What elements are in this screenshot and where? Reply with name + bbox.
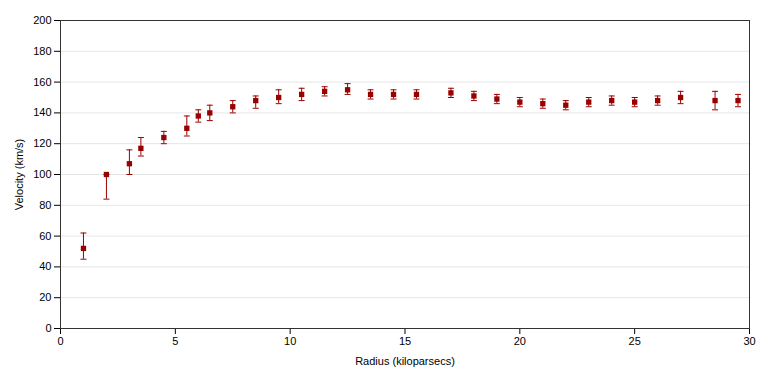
svg-text:60: 60 — [39, 230, 51, 242]
svg-text:Velocity (km/s): Velocity (km/s) — [13, 139, 25, 211]
svg-text:10: 10 — [284, 335, 296, 347]
svg-text:80: 80 — [39, 199, 51, 211]
svg-text:180: 180 — [33, 45, 51, 57]
svg-text:20: 20 — [514, 335, 526, 347]
svg-text:100: 100 — [33, 168, 51, 180]
svg-text:0: 0 — [45, 322, 51, 334]
svg-text:20: 20 — [39, 291, 51, 303]
svg-text:5: 5 — [172, 335, 178, 347]
svg-text:Radius (kiloparsecs): Radius (kiloparsecs) — [355, 355, 455, 367]
svg-text:160: 160 — [33, 76, 51, 88]
svg-text:0: 0 — [57, 335, 63, 347]
svg-text:25: 25 — [629, 335, 641, 347]
svg-text:30: 30 — [743, 335, 755, 347]
svg-text:120: 120 — [33, 137, 51, 149]
svg-text:200: 200 — [33, 14, 51, 26]
svg-text:140: 140 — [33, 106, 51, 118]
svg-text:40: 40 — [39, 260, 51, 272]
svg-text:15: 15 — [399, 335, 411, 347]
